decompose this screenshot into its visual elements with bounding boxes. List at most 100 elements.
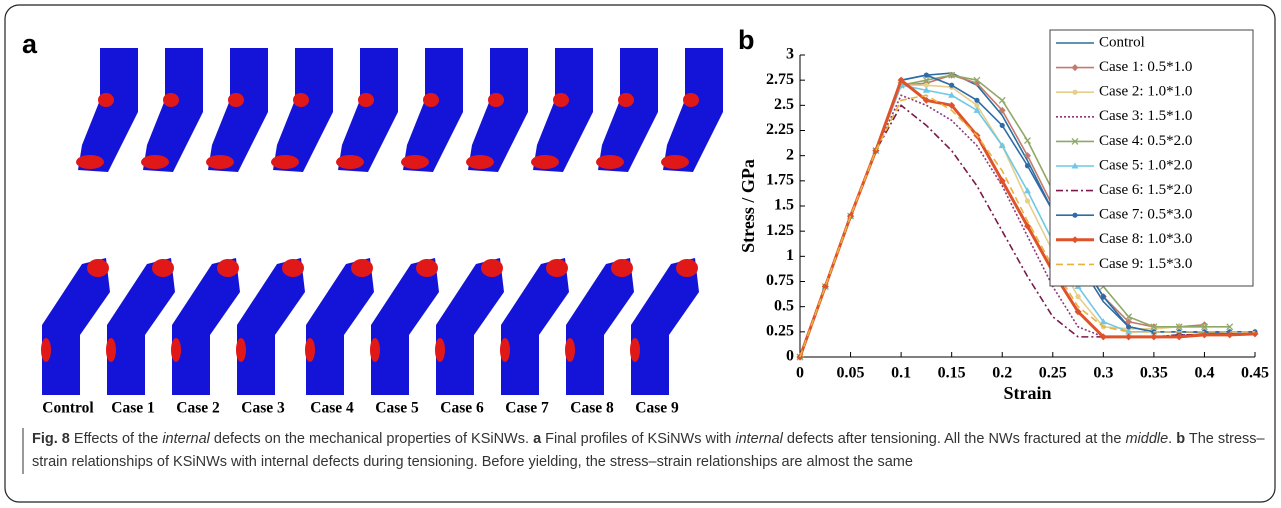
defect xyxy=(683,93,699,107)
marker xyxy=(1071,162,1079,169)
marker xyxy=(1226,323,1234,331)
defect xyxy=(41,338,51,362)
nanowire xyxy=(436,258,504,395)
x-tick-label: 0.15 xyxy=(938,365,966,382)
y-tick-label: 1.75 xyxy=(766,172,794,189)
defect xyxy=(217,259,239,277)
marker xyxy=(1024,198,1031,204)
x-tick-label: 0.45 xyxy=(1241,365,1269,382)
defect xyxy=(531,155,559,169)
x-tick-label: 0.4 xyxy=(1194,365,1214,382)
caption-text: Final profiles of KSiNWs with xyxy=(541,431,736,447)
marker xyxy=(998,106,1006,114)
marker xyxy=(1074,308,1082,316)
nanowire xyxy=(208,48,268,172)
marker xyxy=(1071,236,1079,244)
x-tick-label: 0.05 xyxy=(837,365,865,382)
defect xyxy=(87,259,109,277)
defect xyxy=(500,338,510,362)
marker xyxy=(1072,212,1078,218)
y-tick-label: 2.25 xyxy=(766,121,794,138)
y-tick-label: 3 xyxy=(786,46,794,63)
defect xyxy=(152,259,174,277)
caption-text: a xyxy=(533,431,542,447)
marker xyxy=(973,106,981,113)
marker xyxy=(1175,323,1183,331)
caption-text: defects on the mechanical properties of … xyxy=(209,431,534,447)
caption-text: . xyxy=(1168,431,1177,447)
series-line xyxy=(799,104,1255,358)
defect xyxy=(481,259,503,277)
case-label: Case 9 xyxy=(635,400,679,417)
x-tick-label: 0 xyxy=(796,365,804,382)
marker xyxy=(949,82,955,88)
case-label: Case 7 xyxy=(505,400,549,417)
defect xyxy=(435,338,445,362)
nanowire xyxy=(566,258,634,395)
marker xyxy=(973,76,981,84)
defect xyxy=(553,93,569,107)
y-tick-label: 2 xyxy=(786,146,794,163)
defect xyxy=(336,155,364,169)
y-tick-label: 0.5 xyxy=(774,297,794,314)
x-tick-label: 0.25 xyxy=(1039,365,1067,382)
frame xyxy=(4,4,1276,503)
marker xyxy=(1024,137,1031,145)
defect xyxy=(596,155,624,169)
defect xyxy=(106,338,116,362)
nanowire xyxy=(42,258,110,395)
nanowires: Control Case 1 Case 2 Case 3 Case 4 Case 5 Cas… xyxy=(41,48,723,417)
defect xyxy=(546,259,568,277)
marker xyxy=(1071,64,1079,72)
legend-label: Case 2: 1.0*1.0 xyxy=(1099,84,1192,100)
marker xyxy=(1125,328,1133,335)
marker xyxy=(1125,313,1133,321)
legend-box xyxy=(1049,29,1254,287)
caption-text: b xyxy=(1176,431,1186,447)
nanowire xyxy=(237,258,305,395)
marker xyxy=(897,76,905,84)
caption-text: internal xyxy=(735,431,783,447)
case-label: Control xyxy=(42,400,94,417)
y-tick-label: 1.25 xyxy=(766,222,794,239)
case-label: Case 6 xyxy=(440,400,484,417)
marker xyxy=(923,82,929,88)
marker xyxy=(999,122,1005,129)
defect xyxy=(141,155,169,169)
marker xyxy=(974,97,980,103)
nanowire xyxy=(78,48,138,172)
nanowire xyxy=(172,258,240,395)
marker xyxy=(821,283,829,291)
nanowire xyxy=(533,48,593,172)
legend-label: Case 8: 1.0*3.0 xyxy=(1099,231,1192,247)
marker xyxy=(1099,333,1107,341)
defect xyxy=(271,155,299,169)
x-tick-label: 0.1 xyxy=(891,365,911,382)
y-tick-label: 0.75 xyxy=(766,272,794,289)
defect xyxy=(236,338,246,362)
marker xyxy=(1071,137,1079,145)
nanowire xyxy=(403,48,463,172)
defect xyxy=(401,155,429,169)
marker xyxy=(948,101,956,109)
caption-label: Fig. 8 xyxy=(32,431,70,447)
series-line xyxy=(799,94,1255,358)
marker xyxy=(1150,333,1158,341)
chart: 0 0.25 0.5 0.75 1 1.25 1.5 1.75 2 2.25 2.5 2.75 3 0 0.… xyxy=(738,29,1269,403)
series-line xyxy=(799,94,1255,358)
marker xyxy=(1150,323,1158,331)
marker xyxy=(1099,318,1107,325)
marker xyxy=(1024,163,1031,169)
nanowire xyxy=(663,48,723,172)
marker xyxy=(1200,331,1208,339)
y-tick-label: 2.5 xyxy=(774,96,794,113)
y-tick-label: 2.75 xyxy=(766,71,794,88)
y-tick-label: 0 xyxy=(786,348,794,365)
marker xyxy=(974,102,980,108)
marker xyxy=(1024,152,1031,160)
x-tick-label: 0.35 xyxy=(1140,365,1168,382)
case-label: Case 5 xyxy=(375,400,419,417)
nanowire xyxy=(501,258,569,395)
caption-text: defects after tensioning. All the NWs fr… xyxy=(782,431,1126,447)
nanowire xyxy=(468,48,528,172)
